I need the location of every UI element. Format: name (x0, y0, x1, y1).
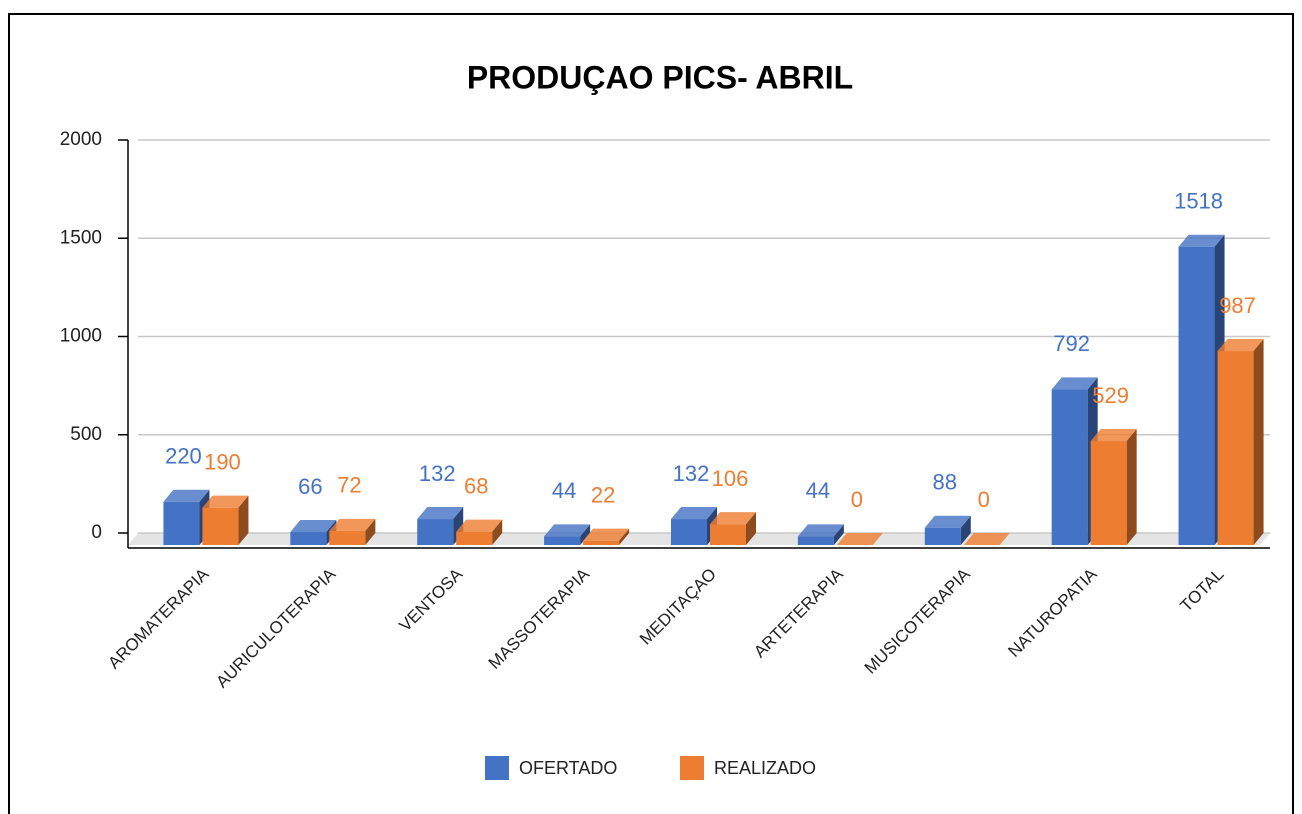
bar-side (365, 518, 376, 545)
bar-top (836, 533, 883, 545)
bar-top (544, 524, 591, 537)
bar-side (238, 495, 249, 545)
data-label: 106 (712, 466, 749, 491)
bar-top (1051, 377, 1098, 390)
bar-group (710, 512, 756, 545)
chart-title: PRODUÇAO PICS- ABRIL (467, 59, 853, 95)
bar (710, 524, 746, 545)
data-label: 88 (933, 470, 957, 495)
bar-top (710, 512, 756, 525)
bar-top (1217, 339, 1264, 352)
bar (163, 501, 200, 545)
bar-group (329, 518, 376, 545)
bar (583, 540, 620, 545)
bar (544, 536, 581, 545)
bar-group (797, 524, 844, 545)
data-label: 132 (673, 461, 710, 486)
data-label: 44 (806, 478, 830, 503)
data-label: 529 (1092, 383, 1129, 408)
bar-top (1090, 429, 1137, 442)
bar-top (417, 507, 464, 520)
bar (1051, 389, 1088, 545)
bar-top (290, 520, 337, 533)
bar (202, 507, 239, 545)
bar-top (329, 518, 376, 531)
bar-group (963, 533, 1010, 545)
legend-swatch (680, 756, 704, 780)
y-tick-label: 1500 (60, 227, 102, 248)
bar-top (963, 533, 1010, 545)
data-label: 0 (851, 487, 863, 512)
bar-side (833, 524, 844, 545)
data-label: 1518 (1174, 189, 1223, 214)
data-label: 72 (337, 473, 361, 498)
bar-top (583, 528, 630, 541)
legend-swatch (485, 756, 509, 780)
bar (290, 532, 327, 545)
legend-label: OFERTADO (519, 758, 617, 778)
data-label: 792 (1053, 331, 1090, 356)
bar-top (163, 489, 210, 502)
bar-side (960, 515, 971, 545)
bar-side (746, 512, 756, 545)
data-label: 68 (464, 473, 488, 498)
data-label: 66 (298, 474, 322, 499)
bar-group (924, 515, 971, 545)
bar-side (492, 519, 503, 545)
bar-top (797, 524, 844, 537)
bar-top (456, 519, 503, 532)
bar-side (619, 528, 630, 545)
data-label: 190 (204, 449, 241, 474)
bar (456, 531, 493, 545)
data-label: 0 (978, 487, 990, 512)
bar (329, 530, 366, 545)
bar-top (1178, 234, 1225, 247)
data-label: 22 (591, 482, 615, 507)
legend-label: REALIZADO (714, 758, 816, 778)
bar-group (583, 528, 630, 545)
data-label: 132 (419, 461, 456, 486)
bar (417, 519, 454, 545)
bar-group (456, 519, 503, 545)
y-tick-label: 1000 (60, 326, 102, 347)
y-tick-label: 500 (70, 424, 102, 445)
bar-group (1178, 234, 1225, 545)
y-tick-label: 2000 (60, 129, 102, 150)
data-label: 220 (165, 444, 202, 469)
bar-group (836, 533, 883, 545)
bar (1217, 351, 1254, 545)
bar (1178, 246, 1215, 545)
chart-border (8, 13, 1294, 814)
bar-side (580, 524, 591, 545)
bar-top (924, 515, 971, 528)
bar-group (544, 524, 591, 545)
y-tick-label: 0 (91, 522, 102, 543)
bar-group (1090, 429, 1137, 545)
bar (797, 536, 834, 545)
bar-group (202, 495, 249, 545)
bar-group (1217, 339, 1264, 545)
bar-side (1126, 429, 1137, 545)
bar-top (202, 495, 249, 508)
data-label: 44 (552, 478, 576, 503)
data-label: 987 (1219, 293, 1256, 318)
bar-top (671, 507, 717, 520)
bar-side (1253, 339, 1264, 545)
bar (1090, 441, 1127, 545)
bar (924, 527, 961, 545)
bar (671, 519, 707, 545)
